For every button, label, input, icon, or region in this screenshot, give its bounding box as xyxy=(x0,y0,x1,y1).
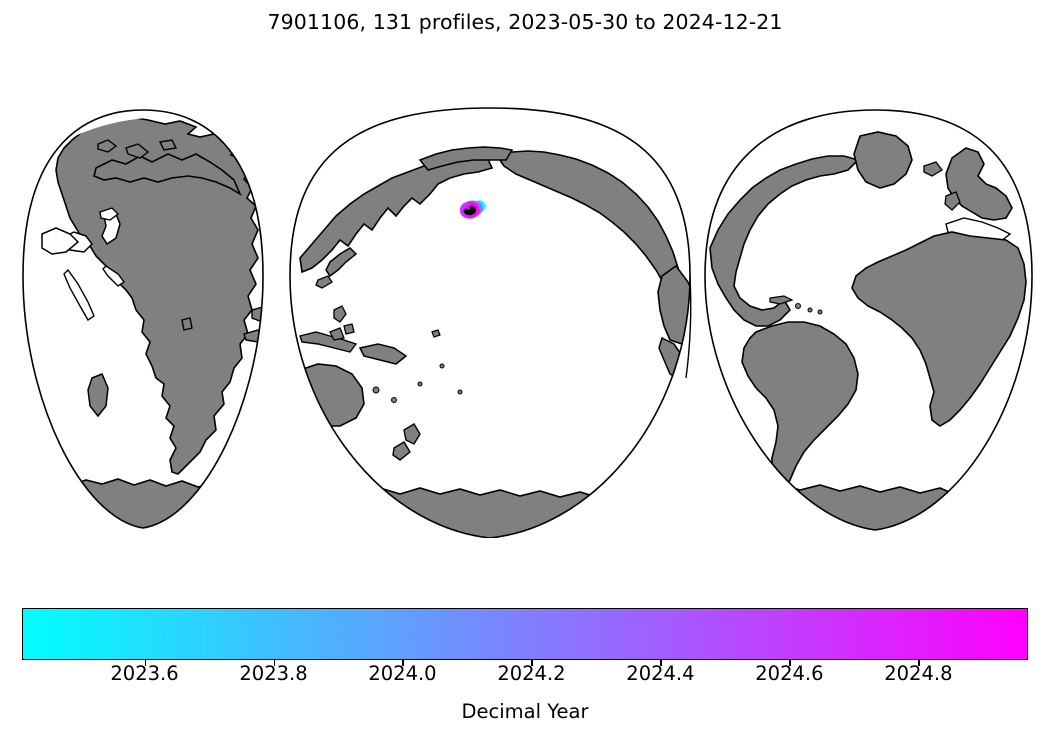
landmass-west-north-america xyxy=(657,264,690,345)
island-madagascar xyxy=(87,373,109,418)
landmass-alaska xyxy=(494,150,685,301)
map-lobe-left xyxy=(22,109,264,529)
landmass-antarctica-left xyxy=(36,478,242,528)
coastline-arctic-left xyxy=(93,153,242,196)
interruption-seam-center xyxy=(685,275,692,379)
landmass-europe xyxy=(945,147,1013,221)
island-japan xyxy=(325,247,358,278)
landmass-antarctica-center xyxy=(318,487,642,538)
island-japan-south xyxy=(315,275,333,289)
map-lobe-center xyxy=(289,107,692,538)
page-title: 7901106, 131 profiles, 2023-05-30 to 202… xyxy=(267,10,783,34)
colorbar-tick xyxy=(402,660,405,666)
map-lobe-right xyxy=(704,109,1033,531)
world-map xyxy=(22,107,1033,538)
islands-caribbean xyxy=(769,295,794,305)
island-speck-2 xyxy=(391,397,397,403)
island-speck-5 xyxy=(457,389,463,395)
float-trajectory-recent-leg xyxy=(463,205,476,216)
lobe-boundary-center xyxy=(289,107,691,538)
island-caribbean-speck-2 xyxy=(807,307,813,313)
sea-aral xyxy=(99,207,120,221)
landmass-north-america xyxy=(709,155,860,327)
island-speck-3 xyxy=(417,381,423,387)
island-speck-4 xyxy=(439,363,445,369)
sea-mediterranean xyxy=(41,227,80,255)
landmass-africa xyxy=(851,231,1027,427)
island-hawaii xyxy=(431,329,441,338)
colorbar-tick xyxy=(918,660,920,666)
island-sulawesi xyxy=(329,327,345,341)
island-svalbard xyxy=(97,139,118,153)
colorbar-ticklabel: 2024.4 xyxy=(626,662,695,685)
landmass-south-america xyxy=(741,321,859,494)
islands-indonesia-center xyxy=(299,331,358,353)
colorbar-ticklabel: 2024.6 xyxy=(755,662,824,685)
island-speck-1 xyxy=(372,386,380,394)
landmass-antarctica-right xyxy=(758,483,958,530)
colorbar-tick xyxy=(531,660,534,666)
landmass-ne-asia xyxy=(299,154,494,274)
map-axes xyxy=(0,48,1050,538)
island-british-isles xyxy=(944,191,961,211)
colorbar-ticklabel: 2023.8 xyxy=(239,662,308,685)
coastline-siberia-arctic xyxy=(418,146,514,171)
landmass-australia-center xyxy=(293,363,365,427)
colorbar-axis-label: Decimal Year xyxy=(461,700,589,723)
colorbar-ticklabel: 2024.0 xyxy=(368,662,437,685)
lobe-boundary-left xyxy=(22,109,264,529)
colorbar-tick xyxy=(660,660,663,666)
island-new-guinea xyxy=(358,343,408,365)
colorbar-ticklabel: 2024.8 xyxy=(884,662,953,685)
island-severnaya-zemlya xyxy=(158,139,178,151)
island-iceland xyxy=(923,161,943,177)
float-trajectory-scatter xyxy=(459,200,486,219)
colorbar-tick xyxy=(273,660,276,666)
lobe-boundary-right xyxy=(704,109,1033,531)
sea-red xyxy=(63,268,95,321)
landmass-greenland xyxy=(853,131,913,189)
island-new-zealand xyxy=(403,423,421,445)
islands-philippines xyxy=(333,305,347,323)
landmass-australia-left xyxy=(257,371,263,423)
island-caribbean-speck-3 xyxy=(817,309,823,315)
sea-persian-gulf xyxy=(102,265,126,287)
colorbar-gradient xyxy=(22,608,1028,660)
colorbar-ticklabel: 2023.6 xyxy=(110,662,179,685)
colorbar xyxy=(22,608,1028,666)
colorbar-tick xyxy=(144,660,147,666)
island-caribbean-speck-1 xyxy=(795,303,801,309)
islands-philippines-2 xyxy=(343,323,355,335)
colorbar-ticklabel: 2024.2 xyxy=(497,662,566,685)
colorbar-tick xyxy=(789,660,791,666)
island-novaya-zemlya xyxy=(125,143,150,159)
island-sri-lanka xyxy=(181,317,193,331)
island-new-zealand-south xyxy=(392,441,411,461)
